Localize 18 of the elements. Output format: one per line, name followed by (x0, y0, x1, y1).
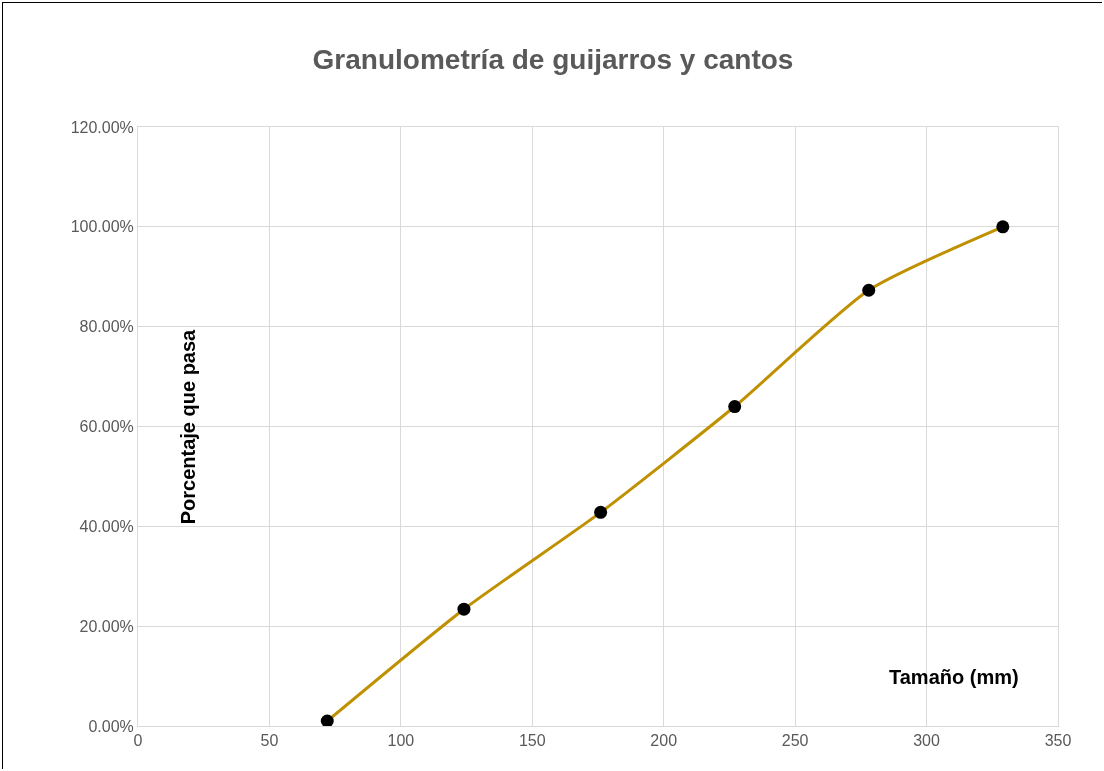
y-tick-label: 100.00% (70, 218, 134, 236)
x-tick-label: 150 (518, 732, 546, 750)
x-tick-label: 50 (260, 732, 279, 750)
x-axis-title: Tamaño (mm) (889, 666, 1019, 688)
y-tick-label: 80.00% (79, 318, 134, 336)
x-tick-label: 350 (1044, 732, 1072, 750)
y-tick-label: 0.00% (88, 717, 134, 735)
x-tick-label: 250 (781, 732, 809, 750)
chart-title: Granulometría de guijarros y cantos (312, 43, 794, 75)
y-axis-title: Porcentaje que pasa (177, 328, 200, 525)
y-tick-label: 60.00% (79, 418, 134, 436)
x-tick-label: 0 (133, 732, 143, 750)
y-tick-label: 40.00% (79, 517, 134, 535)
y-tick-label: 20.00% (79, 617, 134, 635)
y-tick-label: 120.00% (70, 118, 134, 136)
x-tick-label: 100 (387, 732, 415, 750)
x-tick-label: 200 (650, 732, 678, 750)
x-tick-label: 300 (913, 732, 941, 750)
